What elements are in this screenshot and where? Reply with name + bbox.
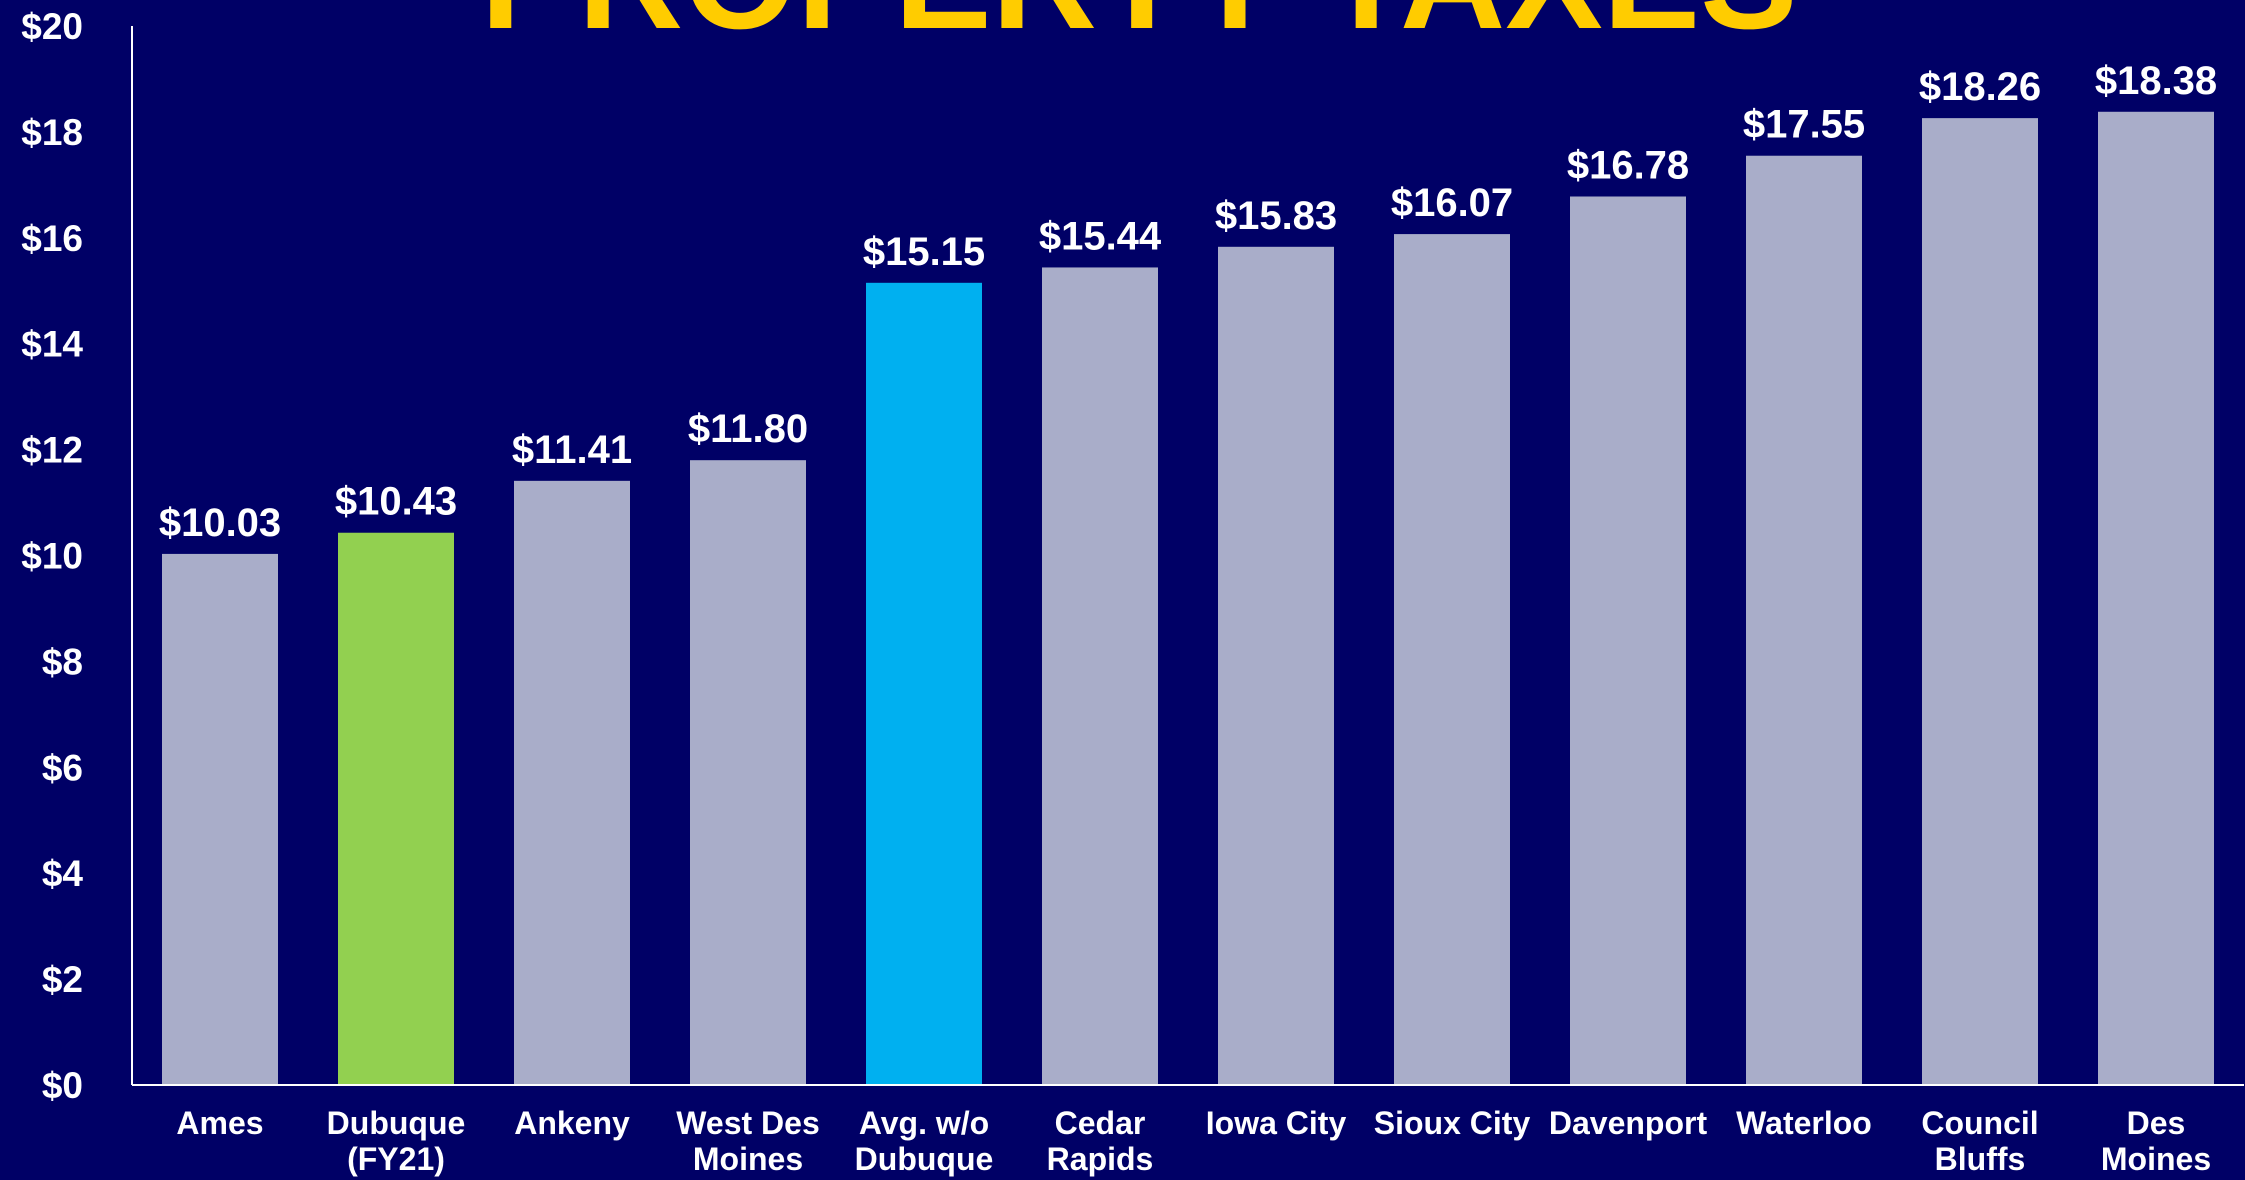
x-tick-label: Cedar Rapids bbox=[1046, 1105, 1154, 1177]
x-tick-label: Ankeny bbox=[514, 1105, 630, 1141]
value-label: $15.83 bbox=[1215, 194, 1337, 238]
y-tick-label: $6 bbox=[42, 747, 83, 788]
bar bbox=[2098, 111, 2214, 1086]
value-label: $10.43 bbox=[335, 480, 457, 524]
bar bbox=[1570, 196, 1686, 1085]
x-tick-label: Waterloo bbox=[1736, 1105, 1872, 1141]
value-label: $10.03 bbox=[159, 501, 281, 545]
y-tick-label: $20 bbox=[21, 6, 83, 47]
y-tick-label: $12 bbox=[21, 430, 83, 471]
x-tick-label: Dubuque (FY21) bbox=[326, 1105, 466, 1177]
y-tick-label: $18 bbox=[21, 112, 83, 153]
x-tick-label: Iowa City bbox=[1205, 1105, 1347, 1141]
y-tick-label: $8 bbox=[42, 641, 83, 682]
x-tick-label: Avg. w/o Dubuque bbox=[854, 1105, 994, 1177]
value-label: $15.15 bbox=[863, 230, 985, 274]
y-tick-label: $10 bbox=[21, 536, 83, 577]
value-label: $18.26 bbox=[1919, 65, 2041, 109]
x-tick-label: Davenport bbox=[1548, 1105, 1708, 1141]
value-label: $11.80 bbox=[688, 407, 808, 451]
value-label: $15.44 bbox=[1039, 214, 1162, 258]
bar bbox=[1042, 267, 1158, 1085]
value-label: $17.55 bbox=[1743, 103, 1865, 147]
chart-title: PROPERTY TAXES bbox=[481, 0, 1798, 59]
bar bbox=[690, 460, 806, 1085]
bar bbox=[1922, 118, 2038, 1086]
x-tick-label: Des Moines bbox=[2100, 1105, 2212, 1177]
bar bbox=[866, 282, 982, 1085]
bar bbox=[1746, 155, 1862, 1086]
x-tick-label: West Des Moines bbox=[676, 1105, 820, 1177]
bar bbox=[1218, 246, 1334, 1085]
y-tick-label: $4 bbox=[42, 853, 84, 894]
value-label: $16.07 bbox=[1391, 181, 1513, 225]
value-label: $16.78 bbox=[1567, 143, 1689, 187]
bar bbox=[162, 553, 278, 1085]
y-tick-label: $2 bbox=[42, 959, 83, 1000]
bar bbox=[338, 532, 454, 1085]
bar bbox=[1394, 234, 1510, 1085]
x-tick-label: Sioux City bbox=[1373, 1105, 1531, 1141]
y-tick-label: $16 bbox=[21, 218, 83, 259]
y-tick-label: $14 bbox=[21, 324, 83, 365]
value-label: $11.41 bbox=[512, 428, 632, 472]
bar bbox=[514, 480, 630, 1085]
y-tick-label: $0 bbox=[42, 1065, 83, 1106]
value-label: $18.38 bbox=[2095, 59, 2217, 103]
x-tick-label: Ames bbox=[176, 1105, 264, 1141]
x-tick-label: Council Bluffs bbox=[1921, 1105, 2039, 1177]
